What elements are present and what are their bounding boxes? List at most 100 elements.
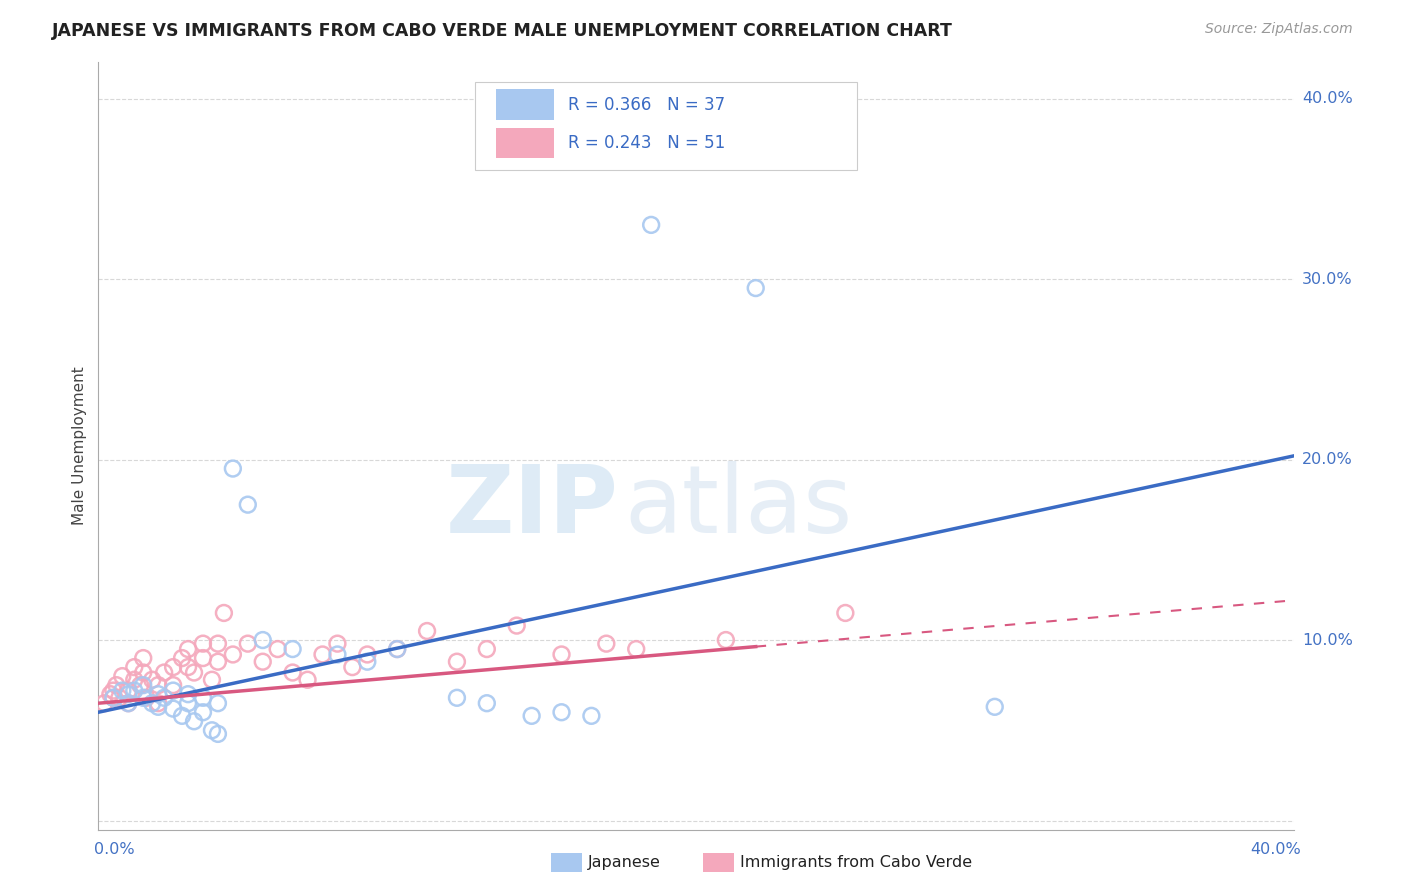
Point bbox=[162, 660, 184, 674]
Point bbox=[745, 281, 768, 295]
Point bbox=[446, 655, 468, 669]
Point bbox=[297, 673, 319, 687]
Point bbox=[177, 696, 200, 710]
Point bbox=[416, 624, 439, 638]
Point bbox=[148, 687, 170, 701]
Point bbox=[311, 648, 333, 662]
Point bbox=[281, 665, 304, 680]
Text: JAPANESE VS IMMIGRANTS FROM CABO VERDE MALE UNEMPLOYMENT CORRELATION CHART: JAPANESE VS IMMIGRANTS FROM CABO VERDE M… bbox=[52, 22, 953, 40]
Point bbox=[177, 687, 200, 701]
Point bbox=[132, 651, 155, 665]
Point bbox=[148, 696, 170, 710]
Point bbox=[326, 648, 349, 662]
Point bbox=[236, 498, 259, 512]
Text: R = 0.243   N = 51: R = 0.243 N = 51 bbox=[568, 134, 725, 152]
Point bbox=[124, 673, 146, 687]
Point bbox=[93, 696, 115, 710]
Point bbox=[207, 696, 229, 710]
Point bbox=[117, 683, 139, 698]
Text: ZIP: ZIP bbox=[446, 461, 619, 553]
Point bbox=[191, 705, 214, 719]
Point bbox=[191, 651, 214, 665]
Point bbox=[475, 642, 498, 657]
Point bbox=[183, 665, 205, 680]
FancyBboxPatch shape bbox=[496, 89, 554, 120]
Point bbox=[281, 642, 304, 657]
Point bbox=[252, 633, 274, 648]
Point bbox=[111, 669, 134, 683]
Point bbox=[98, 687, 122, 701]
Point bbox=[172, 651, 194, 665]
Point bbox=[129, 678, 152, 692]
Point bbox=[984, 699, 1007, 714]
Point bbox=[117, 687, 139, 701]
Point bbox=[550, 705, 572, 719]
Text: 0.0%: 0.0% bbox=[94, 842, 135, 856]
Text: 30.0%: 30.0% bbox=[1302, 271, 1353, 286]
Text: 10.0%: 10.0% bbox=[1302, 632, 1353, 648]
Point bbox=[124, 683, 146, 698]
Text: Source: ZipAtlas.com: Source: ZipAtlas.com bbox=[1205, 22, 1353, 37]
Point bbox=[385, 642, 409, 657]
Point bbox=[153, 690, 176, 705]
Point bbox=[183, 714, 205, 729]
Point bbox=[201, 723, 224, 738]
Text: 40.0%: 40.0% bbox=[1302, 91, 1353, 106]
Point bbox=[124, 660, 146, 674]
Point bbox=[132, 690, 155, 705]
Point bbox=[506, 618, 529, 632]
Point bbox=[236, 637, 259, 651]
Point bbox=[132, 678, 155, 692]
Point bbox=[141, 696, 163, 710]
Point bbox=[148, 699, 170, 714]
Point bbox=[162, 678, 184, 692]
Text: 20.0%: 20.0% bbox=[1302, 452, 1353, 467]
Point bbox=[162, 701, 184, 715]
Point bbox=[640, 218, 662, 232]
Point bbox=[141, 673, 163, 687]
Point bbox=[135, 690, 157, 705]
Point bbox=[212, 606, 235, 620]
Point bbox=[111, 683, 134, 698]
Point bbox=[267, 642, 290, 657]
Point bbox=[475, 696, 498, 710]
Point bbox=[446, 690, 468, 705]
Point bbox=[108, 690, 131, 705]
Text: Japanese: Japanese bbox=[588, 855, 661, 870]
Point bbox=[162, 683, 184, 698]
Point bbox=[103, 683, 125, 698]
Point bbox=[581, 709, 603, 723]
Point bbox=[132, 665, 155, 680]
Point bbox=[207, 637, 229, 651]
Point bbox=[148, 678, 170, 692]
FancyBboxPatch shape bbox=[496, 128, 554, 158]
Point bbox=[191, 690, 214, 705]
Point bbox=[595, 637, 617, 651]
Point bbox=[201, 673, 224, 687]
Text: R = 0.366   N = 37: R = 0.366 N = 37 bbox=[568, 95, 725, 113]
Point bbox=[172, 709, 194, 723]
Point bbox=[252, 655, 274, 669]
Text: 40.0%: 40.0% bbox=[1250, 842, 1301, 856]
FancyBboxPatch shape bbox=[475, 81, 858, 169]
Point bbox=[356, 648, 378, 662]
Point bbox=[550, 648, 572, 662]
Point bbox=[177, 660, 200, 674]
Point bbox=[356, 655, 378, 669]
Point bbox=[834, 606, 856, 620]
Point bbox=[117, 696, 139, 710]
Point bbox=[105, 678, 128, 692]
Point bbox=[207, 655, 229, 669]
Y-axis label: Male Unemployment: Male Unemployment bbox=[72, 367, 87, 525]
Point bbox=[222, 461, 245, 475]
Point bbox=[222, 648, 245, 662]
Point bbox=[326, 637, 349, 651]
Point bbox=[714, 633, 737, 648]
Point bbox=[103, 690, 125, 705]
Point bbox=[626, 642, 648, 657]
Text: Immigrants from Cabo Verde: Immigrants from Cabo Verde bbox=[740, 855, 972, 870]
Point bbox=[520, 709, 543, 723]
Point bbox=[191, 637, 214, 651]
Point bbox=[117, 696, 139, 710]
Point bbox=[342, 660, 364, 674]
